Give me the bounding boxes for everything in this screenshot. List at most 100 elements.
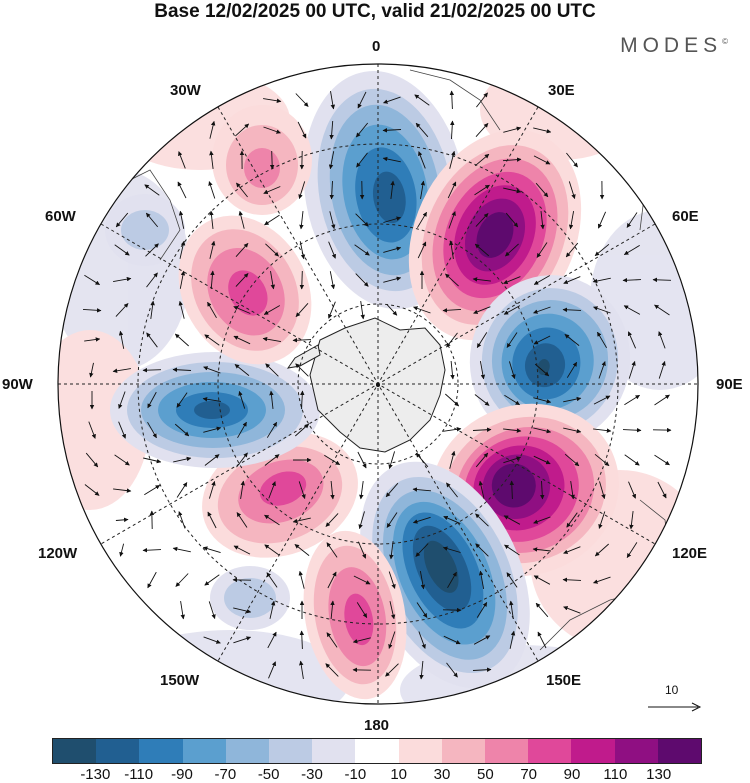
wind-vector bbox=[565, 242, 579, 258]
wind-vector bbox=[597, 211, 607, 229]
wind-vector bbox=[503, 305, 521, 315]
wind-vector bbox=[270, 271, 276, 290]
wind-vector bbox=[89, 362, 94, 378]
anomaly-negative-90w bbox=[110, 352, 320, 468]
wind-vector bbox=[506, 332, 518, 348]
wind-vector bbox=[115, 517, 129, 523]
wind-vector bbox=[449, 450, 456, 469]
wind-vector bbox=[330, 480, 335, 500]
wind-vector bbox=[329, 271, 336, 290]
wind-vector bbox=[566, 512, 578, 528]
wind-vector bbox=[503, 276, 521, 284]
colorbar-cell bbox=[96, 739, 140, 763]
wind-vector bbox=[175, 573, 189, 587]
wind-vector bbox=[624, 454, 640, 466]
wind-vector bbox=[386, 512, 398, 528]
wind-vector bbox=[473, 635, 491, 645]
wind-vector bbox=[562, 307, 582, 313]
label-0: 0 bbox=[372, 38, 381, 55]
wind-vector bbox=[204, 574, 220, 586]
colorbar bbox=[52, 738, 702, 764]
wind-vector bbox=[474, 243, 490, 257]
wind-vector bbox=[292, 517, 311, 524]
wind-vector bbox=[180, 601, 185, 620]
map-disk bbox=[58, 64, 698, 704]
colorbar-cell bbox=[312, 739, 356, 763]
wind-vector bbox=[233, 636, 252, 644]
colorbar-cell bbox=[139, 739, 183, 763]
wind-vector bbox=[359, 481, 364, 500]
wind-vector bbox=[357, 541, 367, 559]
wind-vector bbox=[533, 455, 551, 465]
wind-vector bbox=[503, 126, 522, 133]
wind-vector bbox=[118, 421, 126, 439]
wind-vector bbox=[420, 180, 426, 199]
wind-vector bbox=[563, 546, 581, 554]
wind-vector bbox=[233, 335, 251, 345]
wind-vector bbox=[563, 427, 582, 434]
wind-vector bbox=[442, 308, 462, 313]
wind-vector bbox=[203, 426, 222, 433]
wind-vector bbox=[599, 481, 606, 500]
wind-vector bbox=[174, 423, 190, 437]
wind-vector bbox=[178, 511, 186, 529]
wind-vector bbox=[208, 480, 216, 499]
wind-vector bbox=[202, 397, 221, 402]
antarctic-peninsula bbox=[286, 344, 321, 369]
wind-vector bbox=[533, 575, 551, 585]
wind-vector bbox=[202, 546, 221, 554]
wind-vector bbox=[269, 600, 276, 619]
wind-vector bbox=[235, 242, 249, 258]
wind-vector bbox=[204, 454, 220, 466]
wind-vector bbox=[354, 244, 370, 256]
wind-vector bbox=[412, 487, 432, 492]
wind-vector bbox=[176, 392, 188, 408]
wind-vector bbox=[564, 334, 580, 346]
wind-vector bbox=[417, 211, 427, 228]
wind-vector bbox=[268, 661, 276, 679]
wind-vector bbox=[233, 306, 251, 314]
wind-vector bbox=[235, 273, 249, 287]
wind-vector bbox=[238, 210, 245, 229]
wind-vector bbox=[654, 304, 670, 316]
wind-vector bbox=[534, 363, 550, 377]
wind-vector bbox=[263, 305, 281, 315]
label-90e: 90E bbox=[716, 376, 743, 393]
map-border bbox=[57, 63, 699, 705]
wind-vector bbox=[658, 331, 666, 349]
wind-vector bbox=[238, 390, 246, 409]
colorbar-cell bbox=[441, 739, 486, 763]
wind-vector bbox=[208, 601, 216, 620]
wind-vector bbox=[298, 570, 305, 589]
wind-vector bbox=[265, 363, 279, 377]
wind-vector bbox=[418, 631, 426, 649]
wind-vector bbox=[390, 180, 395, 199]
anomaly-negative-140w bbox=[210, 566, 290, 630]
wind-vector bbox=[533, 306, 551, 314]
wind-vector bbox=[269, 150, 275, 170]
colorbar-tick-label: 10 bbox=[390, 766, 407, 783]
wind-vector bbox=[113, 488, 132, 493]
wind-vector bbox=[594, 243, 610, 257]
wind-vector bbox=[264, 514, 280, 526]
colorbar-tick-label: 70 bbox=[520, 766, 537, 783]
wind-vector bbox=[540, 480, 545, 500]
wind-vector bbox=[446, 662, 458, 678]
wind-vector bbox=[330, 91, 336, 110]
wind-vector bbox=[112, 368, 131, 373]
wind-vector bbox=[474, 184, 490, 196]
wind-vector bbox=[179, 240, 186, 259]
wind-vector bbox=[594, 453, 610, 467]
wind-vector bbox=[356, 602, 368, 618]
wind-vector bbox=[264, 454, 280, 466]
wind-vector bbox=[593, 576, 611, 584]
wind-vector bbox=[352, 637, 371, 644]
wind-vector bbox=[143, 457, 162, 464]
wind-vector bbox=[504, 394, 520, 406]
wind-vector bbox=[142, 547, 162, 553]
wind-vector bbox=[298, 181, 306, 200]
wind-vector bbox=[383, 96, 401, 104]
wind-vector bbox=[203, 636, 221, 644]
wind-vector bbox=[176, 482, 188, 498]
wind-vector bbox=[118, 391, 126, 409]
